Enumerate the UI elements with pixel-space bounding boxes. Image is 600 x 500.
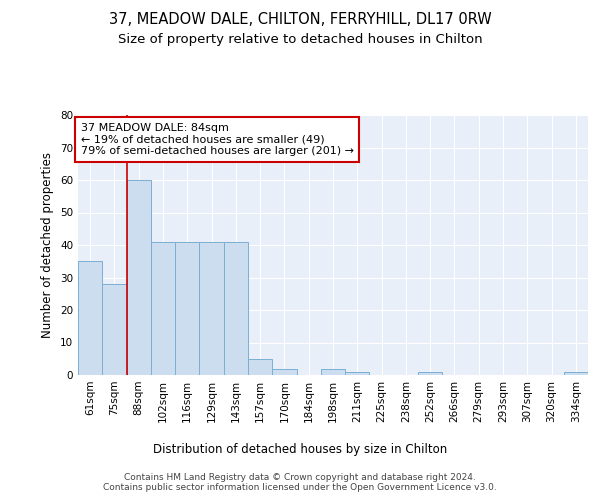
Text: Contains HM Land Registry data © Crown copyright and database right 2024.
Contai: Contains HM Land Registry data © Crown c… — [103, 472, 497, 492]
Bar — [564, 372, 588, 375]
Bar — [418, 372, 442, 375]
Text: 37, MEADOW DALE, CHILTON, FERRYHILL, DL17 0RW: 37, MEADOW DALE, CHILTON, FERRYHILL, DL1… — [109, 12, 491, 28]
Bar — [345, 372, 370, 375]
Bar — [175, 242, 199, 375]
Bar — [248, 359, 272, 375]
Bar — [127, 180, 151, 375]
Bar — [272, 368, 296, 375]
Bar — [78, 261, 102, 375]
Bar — [224, 242, 248, 375]
Bar — [151, 242, 175, 375]
Bar — [102, 284, 127, 375]
Text: Size of property relative to detached houses in Chilton: Size of property relative to detached ho… — [118, 32, 482, 46]
Y-axis label: Number of detached properties: Number of detached properties — [41, 152, 55, 338]
Text: Distribution of detached houses by size in Chilton: Distribution of detached houses by size … — [153, 442, 447, 456]
Bar — [321, 368, 345, 375]
Text: 37 MEADOW DALE: 84sqm
← 19% of detached houses are smaller (49)
79% of semi-deta: 37 MEADOW DALE: 84sqm ← 19% of detached … — [80, 123, 353, 156]
Bar — [199, 242, 224, 375]
